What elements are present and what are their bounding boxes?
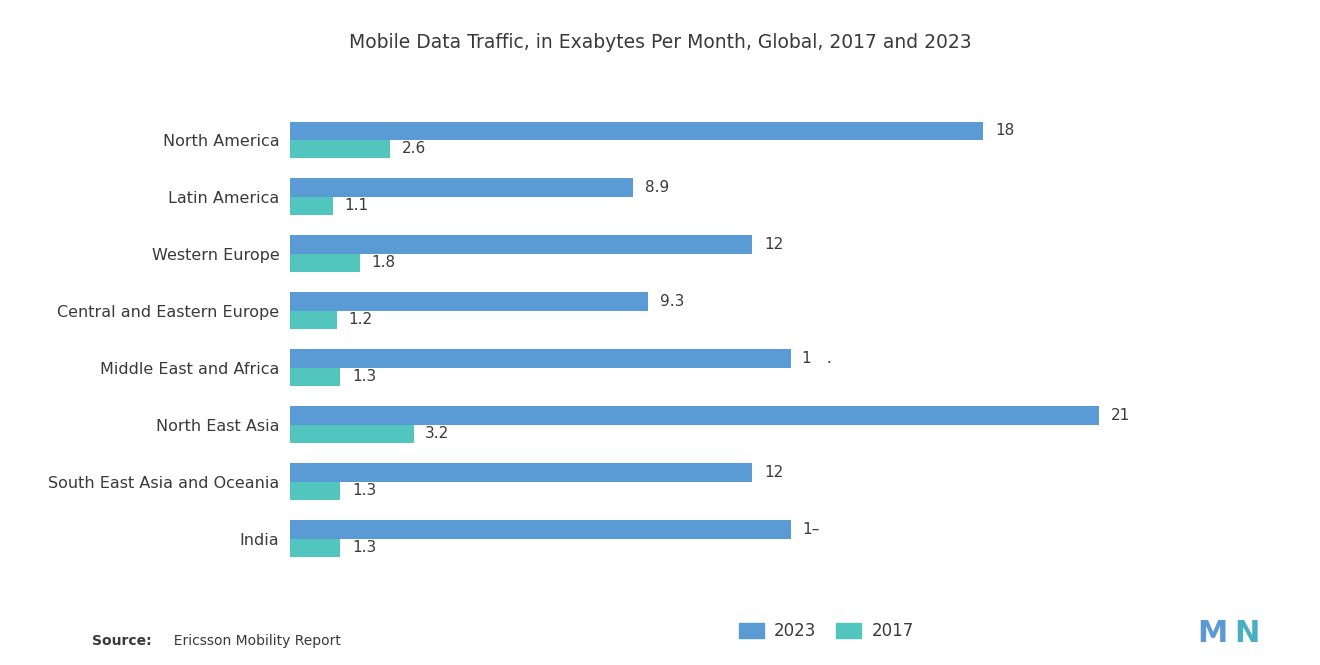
Text: M: M <box>1197 619 1228 648</box>
Bar <box>290 425 413 443</box>
Text: N: N <box>1234 619 1259 648</box>
Bar <box>290 349 791 368</box>
Bar <box>290 368 341 386</box>
Bar <box>290 140 391 158</box>
Text: Ericsson Mobility Report: Ericsson Mobility Report <box>165 634 341 648</box>
Text: 1–: 1– <box>803 522 820 537</box>
Text: 1.1: 1.1 <box>345 198 368 213</box>
Text: 3.2: 3.2 <box>425 426 449 441</box>
Text: 2.6: 2.6 <box>403 142 426 156</box>
Bar <box>290 235 752 253</box>
Text: 1.8: 1.8 <box>371 255 396 270</box>
Text: 12: 12 <box>764 465 783 480</box>
Bar <box>290 178 634 197</box>
Text: 1.3: 1.3 <box>352 483 376 498</box>
Bar <box>290 464 752 481</box>
Text: 1.3: 1.3 <box>352 369 376 384</box>
Text: 21: 21 <box>1110 408 1130 423</box>
Text: 9.3: 9.3 <box>660 294 684 309</box>
Bar <box>290 481 341 500</box>
Text: Mobile Data Traffic, in Exabytes Per Month, Global, 2017 and 2023: Mobile Data Traffic, in Exabytes Per Mon… <box>348 33 972 53</box>
Text: 18: 18 <box>995 123 1014 138</box>
Bar <box>290 197 333 215</box>
Bar <box>290 520 791 539</box>
Text: 1.3: 1.3 <box>352 540 376 555</box>
Legend: 2023, 2017: 2023, 2017 <box>733 616 920 647</box>
Text: 8.9: 8.9 <box>644 180 669 195</box>
Bar <box>290 293 648 311</box>
Bar <box>290 539 341 557</box>
Bar <box>290 406 1098 425</box>
Text: 12: 12 <box>764 237 783 252</box>
Bar <box>290 311 337 329</box>
Text: Source:: Source: <box>92 634 152 648</box>
Text: 1 .: 1 . <box>803 351 832 366</box>
Bar <box>290 253 359 272</box>
Text: 1.2: 1.2 <box>348 313 372 327</box>
Bar <box>290 122 983 140</box>
